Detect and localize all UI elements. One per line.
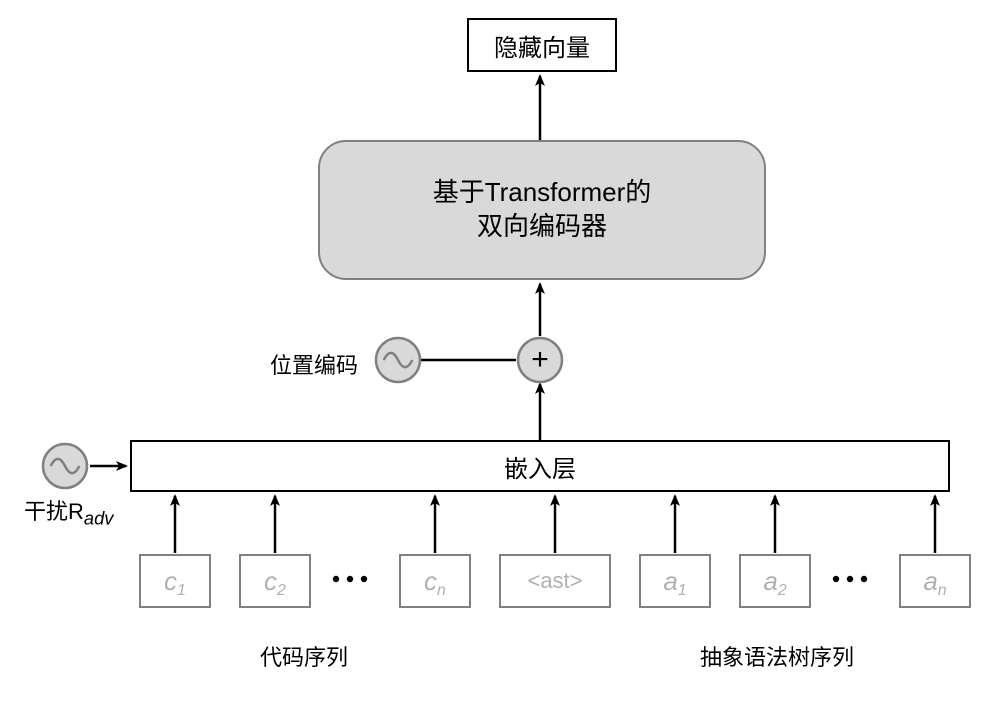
plus-label: + [531,343,549,376]
encoder-line2: 双向编码器 [433,210,652,244]
ellipsis-dot [333,576,339,582]
bottom-label-right: 抽象语法树序列 [700,640,854,672]
perturb-label: 干扰Radv [24,494,113,529]
perturb-label-sub: adv [84,507,114,528]
ellipsis-dot [847,576,853,582]
encoder-box: 基于Transformer的 双向编码器 [318,140,766,280]
ellipsis-dot [833,576,839,582]
token-label: <ast> [527,568,582,593]
bottom-label-left: 代码序列 [260,640,348,672]
ellipsis-dot [861,576,867,582]
perturb-label-pre: 干扰R [24,499,84,524]
ellipsis-dot [347,576,353,582]
embedding-label: 嵌入层 [504,449,576,484]
embedding-box: 嵌入层 [130,440,950,492]
posenc-label: 位置编码 [270,348,358,380]
output-box: 隐藏向量 [467,18,617,72]
encoder-line1: 基于Transformer的 [433,176,652,210]
output-label: 隐藏向量 [494,28,590,63]
ellipsis-dot [361,576,367,582]
